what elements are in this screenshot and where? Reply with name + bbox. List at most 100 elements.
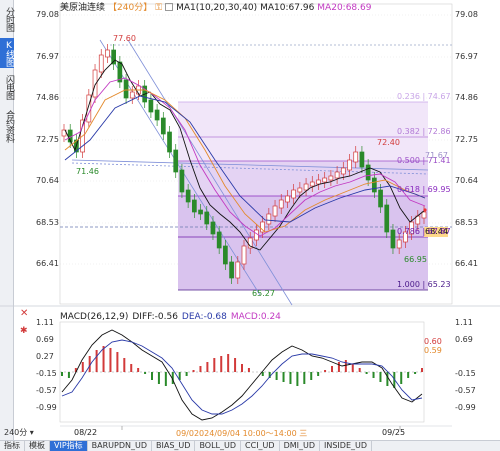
macd-bar bbox=[234, 358, 237, 372]
macd-bar bbox=[185, 372, 188, 376]
candle-body bbox=[334, 171, 340, 179]
low-price-label: 71.46 bbox=[76, 167, 99, 176]
price-tick-right: 79.08 bbox=[455, 10, 478, 19]
tab-indicators[interactable]: 指标 bbox=[0, 441, 25, 451]
price-tick-right: 74.86 bbox=[455, 93, 478, 102]
tab-dmi[interactable]: DMI_UD bbox=[280, 441, 320, 451]
tab-bias[interactable]: BIAS_UD bbox=[152, 441, 196, 451]
moving-averages bbox=[64, 59, 426, 251]
period-select[interactable]: 240分 ▾ bbox=[4, 428, 34, 437]
price-tick-right: 70.64 bbox=[455, 176, 478, 185]
candle-body bbox=[229, 261, 234, 279]
macd-bar bbox=[324, 370, 327, 372]
macd-dea-tag: 0.59 bbox=[424, 346, 442, 355]
tab-boll[interactable]: BOLL_UD bbox=[195, 441, 242, 451]
price-tick-left: 72.75 bbox=[36, 135, 59, 144]
candle-body bbox=[365, 164, 371, 181]
macd-bar bbox=[372, 372, 375, 378]
macd-bar bbox=[206, 362, 209, 372]
candle-body bbox=[123, 79, 129, 99]
macd-tick-left: -0.15 bbox=[36, 369, 57, 378]
candle-body bbox=[179, 169, 185, 193]
left-tab-strip: 分时图 K线图 闪电图 合约资料 bbox=[0, 0, 14, 440]
candle-body bbox=[105, 49, 110, 58]
indicator-tab-bar: 指标 模板 VIP指标 BARUPDN_UD BIAS_UD BOLL_UD CCI_UD D… bbox=[0, 440, 500, 451]
macd-tick-left: 0.27 bbox=[36, 352, 54, 361]
macd-bar bbox=[317, 372, 320, 376]
candle-body bbox=[173, 149, 179, 173]
macd-dea-line bbox=[61, 339, 423, 415]
candle-body bbox=[210, 221, 216, 235]
candle-body bbox=[303, 183, 309, 191]
tab-cci[interactable]: CCI_UD bbox=[241, 441, 280, 451]
price-tick-left: 79.08 bbox=[36, 10, 59, 19]
macd-bar bbox=[116, 352, 119, 372]
checkbox-icon[interactable] bbox=[165, 3, 174, 11]
fib-label: 0.618 | 69.95 bbox=[397, 185, 451, 194]
candle-body bbox=[353, 151, 359, 163]
candle-body bbox=[148, 99, 154, 113]
fib-label: 0.786 | 67.87 bbox=[397, 227, 451, 236]
period-label[interactable]: 【240分】 bbox=[108, 3, 153, 13]
settings-icon[interactable]: ✱ bbox=[20, 326, 28, 336]
instrument-name: 美原油连续 bbox=[60, 3, 106, 13]
macd-bar bbox=[199, 366, 202, 372]
bottom-price-label: 65.27 bbox=[252, 289, 275, 298]
macd-histogram bbox=[61, 346, 423, 388]
macd-bar bbox=[109, 348, 112, 372]
tab-lightning[interactable]: 闪电图 bbox=[4, 75, 14, 99]
macd-bar bbox=[171, 372, 174, 384]
candle-body bbox=[198, 209, 203, 215]
macd-diff-tag: 0.60 bbox=[424, 337, 442, 346]
macd-bar bbox=[151, 372, 153, 380]
macd-bar bbox=[61, 372, 63, 376]
macd-tick-right: -0.57 bbox=[455, 386, 476, 395]
fib-label: 1.000 | 65.23 bbox=[397, 280, 451, 289]
fib-label: 0.382 | 72.86 bbox=[397, 127, 451, 136]
candle-body bbox=[160, 117, 166, 135]
macd-bar bbox=[241, 364, 243, 372]
lock-icon[interactable]: ⚿ bbox=[155, 3, 163, 13]
price-tick-right: 68.53 bbox=[455, 218, 478, 227]
macd-bar bbox=[365, 372, 368, 374]
macd-bar bbox=[421, 368, 423, 372]
macd-bar bbox=[261, 372, 264, 376]
macd-bar bbox=[130, 364, 133, 372]
tab-intraday[interactable]: 分时图 bbox=[4, 7, 14, 31]
candle-body bbox=[278, 199, 284, 209]
macd-bar bbox=[227, 354, 230, 372]
candle-body bbox=[371, 177, 377, 193]
macd-bar bbox=[95, 350, 98, 372]
candle-body bbox=[272, 205, 278, 217]
ma1-line bbox=[64, 59, 426, 251]
macd-legend: MACD(26,12,9) DIFF:-0.56 DEA:-0.68 MACD:0.2… bbox=[60, 311, 285, 323]
kline-chart[interactable] bbox=[0, 0, 500, 440]
macd-bar bbox=[164, 372, 167, 386]
macd-lines bbox=[61, 329, 423, 421]
tab-templates[interactable]: 模板 bbox=[25, 441, 50, 451]
fib-label: 0.236 | 74.67 bbox=[397, 92, 451, 101]
macd-tick-right: 1.11 bbox=[455, 318, 473, 327]
tab-contract-info[interactable]: 合约资料 bbox=[4, 110, 14, 142]
macd-diff-value: DIFF:-0.56 bbox=[132, 312, 178, 322]
macd-bar bbox=[282, 372, 285, 382]
tab-vip-indicators[interactable]: VIP指标 bbox=[50, 441, 88, 451]
price-tick-right: 76.97 bbox=[455, 52, 478, 61]
macd-tick-left: -0.99 bbox=[36, 403, 57, 412]
tab-inside[interactable]: INSIDE_UD bbox=[320, 441, 373, 451]
macd-bar bbox=[157, 372, 160, 384]
close-panel-icon[interactable]: ✕ bbox=[20, 308, 29, 319]
candle-body bbox=[154, 109, 160, 121]
macd-bar bbox=[310, 372, 313, 380]
candle-body bbox=[223, 245, 228, 265]
candle-body bbox=[241, 245, 247, 265]
macd-diff-line bbox=[61, 329, 423, 421]
macd-bar bbox=[213, 358, 216, 372]
candle-body bbox=[216, 231, 222, 249]
tab-barupdn[interactable]: BARUPDN_UD bbox=[88, 441, 153, 451]
tab-kline[interactable]: K线图 bbox=[0, 38, 14, 68]
candle-body bbox=[359, 151, 365, 168]
candle-body bbox=[260, 221, 265, 233]
candle-body bbox=[378, 189, 383, 208]
macd-bar bbox=[351, 364, 354, 372]
